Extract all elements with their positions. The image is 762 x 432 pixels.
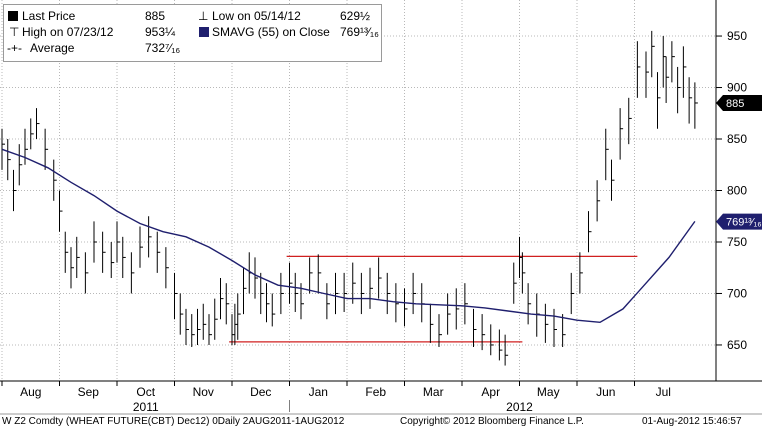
legend-high-value: 953¼ [145, 25, 176, 39]
legend-average-label: Average [30, 41, 75, 55]
smavg-tag-text: 769¹³⁄₁₆ [726, 217, 762, 229]
legend-low-label: Low on 05/14/12 [212, 9, 301, 23]
last-price-tag-shape [716, 94, 762, 111]
last-price-tag-text: 885 [726, 98, 744, 110]
smavg-line [1, 148, 696, 324]
x-tick-label: Dec [250, 385, 271, 399]
x-tick-label: Jan [309, 385, 328, 399]
legend-smavg-value: 769¹³⁄₁₆ [340, 25, 379, 39]
footer-copyright: Copyright© 2012 Bloomberg Finance L.P. [400, 416, 584, 427]
high-marker-icon: ⊤ [9, 25, 20, 39]
x-tick-label: Nov [193, 385, 214, 399]
footer-security-description: W Z2 Comdty (WHEAT FUTURE(CBT) Dec12) 0D… [2, 416, 345, 427]
last-price-swatch-icon [8, 11, 18, 21]
x-tick-label: Feb [365, 385, 386, 399]
legend-smavg-label: SMAVG (55) on Close [212, 25, 330, 39]
y-tick-label: 900 [727, 81, 747, 95]
legend-low-value: 629½ [340, 9, 371, 23]
x-tick-label: Apr [481, 385, 500, 399]
y-tick-label: 650 [727, 338, 747, 352]
smavg-tag: 769¹³⁄₁₆ [716, 213, 762, 230]
price-series [1, 30, 698, 366]
low-marker-icon: ⊥ [198, 9, 209, 23]
x-tick-label: Oct [136, 385, 155, 399]
y-tick-label: 800 [727, 184, 747, 198]
smavg-series [1, 148, 696, 324]
legend-last-price-value: 885 [145, 9, 166, 23]
legend-average-value: 732⁷⁄₁₆ [145, 41, 181, 55]
x-year-label: 2011 [133, 400, 159, 414]
legend: Last Price 885 ⊥ Low on 05/14/12 629½ ⊤ … [3, 4, 382, 62]
y-tick-label: 950 [727, 29, 747, 43]
x-tick-label: Jul [656, 385, 671, 399]
y-axis-ticks: 650 700 750 800 850 900 950 [716, 29, 747, 352]
y-tick-label: 700 [727, 286, 747, 300]
smavg-tag-shape [716, 213, 762, 230]
legend-high-label: High on 07/23/12 [22, 25, 114, 39]
x-tick-label: Jun [596, 385, 615, 399]
x-tick-label: May [537, 385, 560, 399]
y-tick-label: 750 [727, 235, 747, 249]
smavg-swatch-icon [199, 27, 209, 37]
x-tick-label: Aug [20, 385, 41, 399]
y-tick-label: 850 [727, 132, 747, 146]
value-tags: 885 769¹³⁄₁₆ [716, 94, 762, 230]
average-marker-icon: -+- [7, 41, 22, 55]
x-year-label: 2012 [506, 400, 533, 414]
x-axis-ticks: Aug Sep Oct Nov Dec Jan Feb Mar Apr May Jun Jul 2011… [1, 381, 671, 414]
x-tick-label: Sep [78, 385, 100, 399]
footer-timestamp: 01-Aug-2012 15:46:57 [642, 416, 742, 427]
legend-last-price-label: Last Price [22, 9, 76, 23]
x-tick-label: Mar [423, 385, 444, 399]
last-price-tag: 885 [716, 94, 762, 111]
